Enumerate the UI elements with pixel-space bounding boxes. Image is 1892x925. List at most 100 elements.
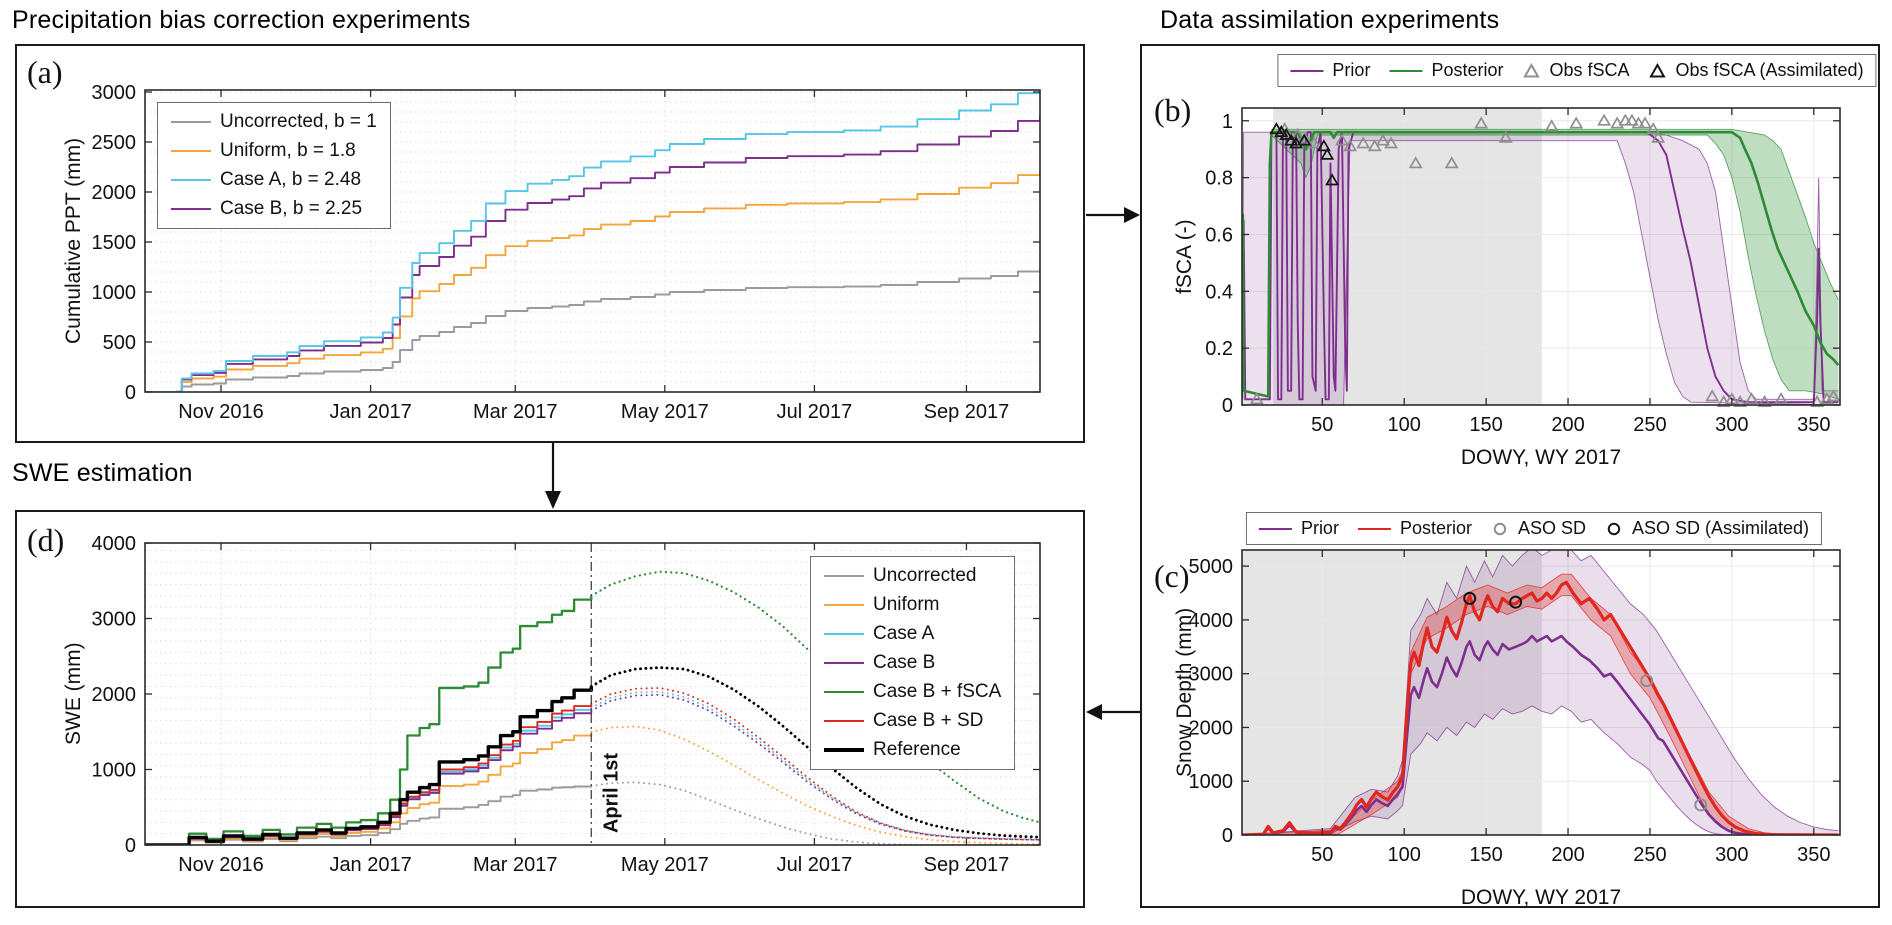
marker-obs-fsca xyxy=(1651,130,1666,143)
assimilation-window xyxy=(1242,550,1542,835)
legend-triangle-swatch-icon xyxy=(1523,62,1540,77)
marker-obs-fsca xyxy=(1498,130,1513,143)
marker-obs-fsca xyxy=(1356,136,1371,149)
panel-d-swe-estimation: (d) SWE (mm) April 1st Nov 2016 Jan 2017 Ma… xyxy=(15,510,1085,908)
y-tick-label: 1000 xyxy=(92,760,137,782)
legend-line-swatch-icon xyxy=(824,748,864,752)
legend-item: Uncorrected, b = 1 xyxy=(171,111,377,133)
marker-obs-fsca xyxy=(1375,133,1390,146)
x-tick-label: Nov 2016 xyxy=(178,854,264,876)
x-tick-label: Jan 2017 xyxy=(329,854,411,876)
legend-item: ASO SD xyxy=(1491,518,1586,539)
legend-b: Prior Posterior Obs fSCA Obs fSCA (Assimila… xyxy=(1277,54,1877,87)
legend-a: Uncorrected, b = 1 Uniform, b = 1.8 Case A… xyxy=(157,102,391,229)
legend-circle-swatch-icon xyxy=(1607,522,1621,535)
x-tick-label: Jul 2017 xyxy=(777,401,853,423)
marker-obs-fsca xyxy=(1334,133,1349,146)
panel-b-letter: (b) xyxy=(1154,92,1192,128)
legend-item: Case B, b = 2.25 xyxy=(171,198,377,220)
series-case-b-sd-dotted xyxy=(590,687,1040,841)
series-reference xyxy=(145,686,593,845)
y-tick-label: 0.2 xyxy=(1205,338,1233,360)
marker-aso-sd xyxy=(1640,674,1654,688)
x-tick-label: 300 xyxy=(1715,414,1748,436)
marker-obs-fsca xyxy=(1716,394,1731,408)
series-posterior xyxy=(1242,580,1839,835)
marker-obs-fsca xyxy=(1367,139,1382,152)
series-case-b-fsca xyxy=(145,595,593,845)
legend-item: Obs fSCA xyxy=(1522,60,1630,81)
legend-line-swatch-icon xyxy=(1258,527,1292,530)
y-tick-label: 3000 xyxy=(1189,664,1234,686)
legend-item: Case A, b = 2.48 xyxy=(171,169,377,191)
legend-item: Prior xyxy=(1290,60,1370,81)
legend-label: Posterior xyxy=(1431,60,1504,80)
marker-obs-fsca xyxy=(1646,122,1661,135)
legend-item: Uncorrected xyxy=(824,565,1001,587)
band-prior-spread xyxy=(1242,550,1839,835)
legend-line-swatch-icon xyxy=(824,575,864,577)
marker-obs-fsca xyxy=(1384,136,1399,149)
y-tick-label: 0.4 xyxy=(1205,281,1233,303)
marker-aso-sd xyxy=(1694,798,1708,812)
marker-obs-fsca xyxy=(1307,136,1322,149)
legend-triangle-swatch-icon xyxy=(1649,62,1666,77)
y-tick-label: 5000 xyxy=(1189,556,1234,578)
band-posterior-spread xyxy=(1271,129,1839,400)
marker-obs-fsca xyxy=(1290,127,1305,140)
y-tick-label: 0.6 xyxy=(1205,224,1233,246)
series-case-b-sd xyxy=(145,703,593,845)
title-data-assimilation-experiments: Data assimilation experiments xyxy=(1160,6,1500,34)
marker-obs-fsca-assimilated xyxy=(1284,133,1299,146)
arrow-c-to-d-icon xyxy=(1086,701,1140,728)
legend-label: Prior xyxy=(1332,60,1371,80)
y-tick-label: 0.8 xyxy=(1205,168,1233,190)
band-posterior-spread xyxy=(1242,574,1839,835)
legend-item: Obs fSCA (Assimilated) xyxy=(1649,60,1864,81)
marker-aso-sd-assimilated xyxy=(1463,591,1477,605)
series-uncorrected xyxy=(145,269,1040,392)
marker-obs-fsca xyxy=(1597,113,1612,126)
marker-obs-fsca-assimilated xyxy=(1289,136,1304,149)
y-tick-label: 4000 xyxy=(92,533,137,555)
legend-label: Obs fSCA (Assimilated) xyxy=(1675,60,1864,80)
legend-label: Obs fSCA xyxy=(1549,60,1630,80)
band-edge-prior-spread xyxy=(1242,705,1839,835)
legend-line-swatch-icon xyxy=(1357,527,1391,530)
marker-obs-fsca xyxy=(1757,394,1772,408)
y-tick-label: 0 xyxy=(1222,825,1233,847)
y-tick-label: 1000 xyxy=(92,282,137,304)
x-tick-label: 50 xyxy=(1311,414,1333,436)
marker-obs-fsca-assimilated xyxy=(1320,147,1335,160)
marker-obs-fsca xyxy=(1774,392,1788,405)
legend-label: Uniform, b = 1.8 xyxy=(220,140,356,161)
legend-label: Reference xyxy=(873,739,961,760)
x-axis-label-dowy-c: DOWY, WY 2017 xyxy=(1460,886,1622,909)
x-tick-label: 250 xyxy=(1633,844,1666,866)
legend-item: Posterior xyxy=(1357,518,1472,539)
marker-obs-fsca xyxy=(1610,116,1625,129)
series-uniform-dotted xyxy=(590,725,1040,845)
marker-obs-fsca xyxy=(1744,392,1759,405)
series-prior xyxy=(1242,131,1839,404)
series-prior xyxy=(1242,634,1839,835)
chart-b-fsca: 50 100 150 200 250 300 350 0 0.2 0.4 0.6 0.8 1 xyxy=(1205,107,1841,436)
x-tick-label: Jan 2017 xyxy=(329,401,411,423)
legend-line-swatch-icon xyxy=(824,691,864,693)
legend-item: Case B + fSCA xyxy=(824,681,1001,703)
marker-obs-fsca-assimilated xyxy=(1274,124,1289,138)
legend-label: ASO SD xyxy=(1517,518,1587,538)
series-case-a xyxy=(145,90,1040,392)
legend-line-swatch-icon xyxy=(824,604,864,606)
y-tick-label: 4000 xyxy=(1189,610,1234,632)
y-tick-label: 3000 xyxy=(92,82,137,104)
x-tick-label: Mar 2017 xyxy=(473,401,558,423)
legend-item: Reference xyxy=(824,739,1001,761)
legend-circle-swatch-icon xyxy=(1493,522,1507,535)
marker-obs-fsca xyxy=(1569,116,1584,129)
y-tick-label: 1500 xyxy=(92,232,137,254)
marker-obs-fsca-assimilated xyxy=(1316,139,1331,152)
series-case-a xyxy=(145,707,593,845)
chart-c-snow-depth: 50 100 150 200 250 300 350 0 1000 2000 3000 4000 500… xyxy=(1189,549,1841,866)
